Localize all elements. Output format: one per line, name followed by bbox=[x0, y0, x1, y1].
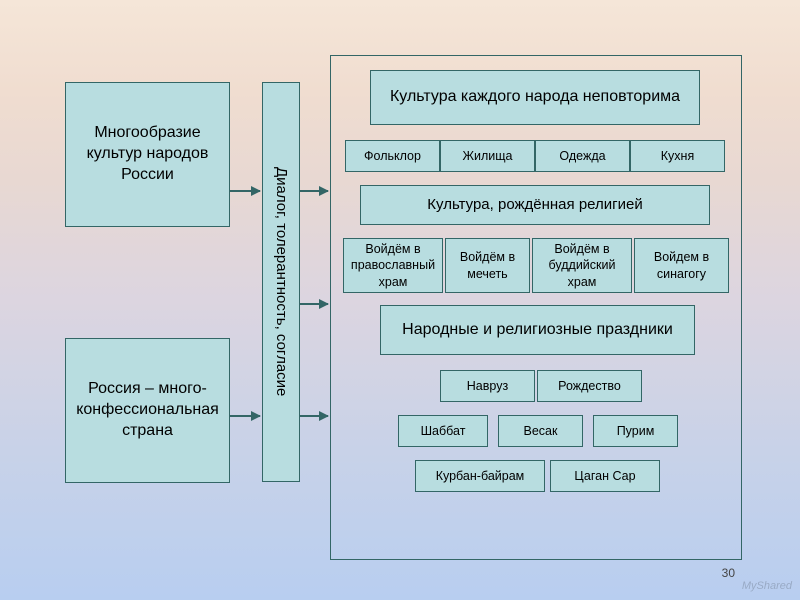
row4-2-label: Войдём в буддийский храм bbox=[537, 241, 627, 290]
row4-1: Войдём в мечеть bbox=[445, 238, 530, 293]
row4-3-label: Войдем в синагогу bbox=[639, 249, 724, 282]
arrow-r3 bbox=[300, 415, 328, 417]
hol-r3-0-label: Курбан-байрам bbox=[436, 468, 525, 484]
page-number: 30 bbox=[722, 566, 735, 580]
row4-2: Войдём в буддийский храм bbox=[532, 238, 632, 293]
hol-r3-1-label: Цаган Сар bbox=[574, 468, 635, 484]
row2-2-label: Одежда bbox=[559, 148, 605, 164]
hol-r1-0: Навруз bbox=[440, 370, 535, 402]
hol-r3-0: Курбан-байрам bbox=[415, 460, 545, 492]
hol-r2-1: Весак bbox=[498, 415, 583, 447]
right-row1-label: Культура каждого народа неповторима bbox=[390, 87, 680, 108]
middle-vertical-label: Диалог, толерантность, согласие bbox=[271, 167, 291, 396]
row2-1-label: Жилища bbox=[462, 148, 512, 164]
hol-r3-1: Цаган Сар bbox=[550, 460, 660, 492]
hol-r2-1-label: Весак bbox=[524, 423, 558, 439]
right-row3-label: Культура, рождённая религией bbox=[427, 195, 642, 215]
left-bottom-label: Россия – много-конфессиональная страна bbox=[70, 379, 225, 441]
arrow-r2 bbox=[300, 303, 328, 305]
left-top-label: Многообразие культур народов России bbox=[70, 123, 225, 185]
hol-r1-0-label: Навруз bbox=[467, 378, 508, 394]
row2-3: Кухня bbox=[630, 140, 725, 172]
row2-0-label: Фольклор bbox=[364, 148, 421, 164]
watermark-label: MyShared bbox=[742, 580, 792, 592]
right-row3: Культура, рождённая религией bbox=[360, 185, 710, 225]
watermark: MyShared bbox=[742, 580, 792, 592]
hol-r2-2-label: Пурим bbox=[617, 423, 655, 439]
row2-2: Одежда bbox=[535, 140, 630, 172]
arrow-r1 bbox=[300, 190, 328, 192]
row4-3: Войдем в синагогу bbox=[634, 238, 729, 293]
row4-1-label: Войдём в мечеть bbox=[450, 249, 525, 282]
page-number-label: 30 bbox=[722, 566, 735, 580]
left-top-box: Многообразие культур народов России bbox=[65, 82, 230, 227]
row4-0-label: Войдём в православный храм bbox=[348, 241, 438, 290]
row2-3-label: Кухня bbox=[661, 148, 694, 164]
right-row1: Культура каждого народа неповторима bbox=[370, 70, 700, 125]
arrow-bottom bbox=[230, 415, 260, 417]
row4-0: Войдём в православный храм bbox=[343, 238, 443, 293]
row2-0: Фольклор bbox=[345, 140, 440, 172]
right-row5: Народные и религиозные праздники bbox=[380, 305, 695, 355]
hol-r1-1: Рождество bbox=[537, 370, 642, 402]
hol-r2-0: Шаббат bbox=[398, 415, 488, 447]
hol-r1-1-label: Рождество bbox=[558, 378, 621, 394]
hol-r2-2: Пурим bbox=[593, 415, 678, 447]
hol-r2-0-label: Шаббат bbox=[421, 423, 466, 439]
left-bottom-box: Россия – много-конфессиональная страна bbox=[65, 338, 230, 483]
right-row5-label: Народные и религиозные праздники bbox=[402, 320, 673, 341]
middle-vertical-box: Диалог, толерантность, согласие bbox=[262, 82, 300, 482]
row2-1: Жилища bbox=[440, 140, 535, 172]
arrow-top bbox=[230, 190, 260, 192]
